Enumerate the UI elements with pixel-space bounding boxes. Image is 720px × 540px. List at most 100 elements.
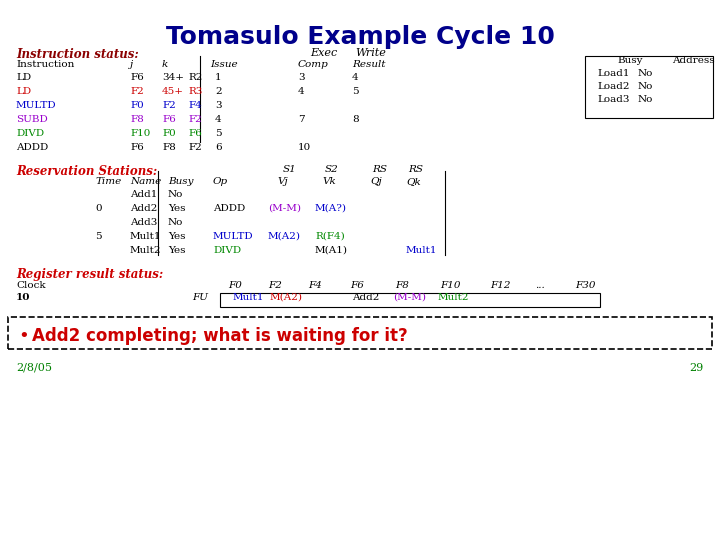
Text: F2: F2 xyxy=(188,115,202,124)
Text: Op: Op xyxy=(213,177,228,186)
Text: 10: 10 xyxy=(16,293,30,302)
Text: Mult2: Mult2 xyxy=(130,246,161,255)
Text: Instruction status:: Instruction status: xyxy=(16,48,139,61)
Text: 45+: 45+ xyxy=(162,87,184,96)
Text: 4: 4 xyxy=(215,115,222,124)
Text: 7: 7 xyxy=(298,115,305,124)
Text: ADDD: ADDD xyxy=(213,204,246,213)
Text: F30: F30 xyxy=(575,281,595,290)
Text: F0: F0 xyxy=(162,129,176,138)
Text: SUBD: SUBD xyxy=(16,115,48,124)
Text: Result: Result xyxy=(352,60,385,69)
Text: 34+: 34+ xyxy=(162,73,184,82)
Text: Add2: Add2 xyxy=(130,204,158,213)
Text: (M-M): (M-M) xyxy=(268,204,301,213)
Text: No: No xyxy=(168,218,184,227)
Text: LD: LD xyxy=(16,87,31,96)
Text: Vk: Vk xyxy=(322,177,336,186)
Text: No: No xyxy=(638,69,653,78)
Text: ...: ... xyxy=(535,281,545,290)
Text: Add1: Add1 xyxy=(130,190,158,199)
Text: 4: 4 xyxy=(352,73,359,82)
Text: F0: F0 xyxy=(130,101,144,110)
Text: 2: 2 xyxy=(215,87,222,96)
Text: Write: Write xyxy=(355,48,386,58)
Text: RS: RS xyxy=(372,165,387,174)
Text: R(F4): R(F4) xyxy=(315,232,345,241)
Bar xyxy=(8,317,712,349)
Text: Load3: Load3 xyxy=(597,95,629,104)
Text: 3: 3 xyxy=(298,73,305,82)
Text: MULTD: MULTD xyxy=(16,101,57,110)
Text: 2/8/05: 2/8/05 xyxy=(16,363,52,373)
Text: 29: 29 xyxy=(690,363,704,373)
Text: FU: FU xyxy=(192,293,208,302)
Text: Add2 completing; what is waiting for it?: Add2 completing; what is waiting for it? xyxy=(32,327,408,345)
Text: 4: 4 xyxy=(298,87,305,96)
Text: 5: 5 xyxy=(352,87,359,96)
Text: Tomasulo Example Cycle 10: Tomasulo Example Cycle 10 xyxy=(166,25,554,49)
Text: Mult1: Mult1 xyxy=(130,232,161,241)
Text: DIVD: DIVD xyxy=(213,246,241,255)
Text: Yes: Yes xyxy=(168,246,186,255)
Text: Mult1: Mult1 xyxy=(406,246,438,255)
Text: Qj: Qj xyxy=(370,177,382,186)
Text: DIVD: DIVD xyxy=(16,129,44,138)
Text: Address: Address xyxy=(672,56,714,65)
Text: RS: RS xyxy=(408,165,423,174)
Text: F12: F12 xyxy=(490,281,510,290)
Bar xyxy=(585,56,713,118)
Text: 6: 6 xyxy=(215,143,222,152)
Text: S1: S1 xyxy=(283,165,297,174)
Text: F6: F6 xyxy=(188,129,202,138)
Text: F10: F10 xyxy=(130,129,150,138)
Text: M(A1): M(A1) xyxy=(315,246,348,255)
Text: Load1: Load1 xyxy=(597,69,629,78)
Text: Load2: Load2 xyxy=(597,82,629,91)
Text: F4: F4 xyxy=(308,281,322,290)
Text: 5: 5 xyxy=(95,232,102,241)
Text: Busy: Busy xyxy=(617,56,643,65)
Text: Issue: Issue xyxy=(210,60,238,69)
Text: S2: S2 xyxy=(325,165,338,174)
Text: (M-M): (M-M) xyxy=(393,293,426,302)
Text: F4: F4 xyxy=(188,101,202,110)
Text: Mult2: Mult2 xyxy=(438,293,469,302)
Text: Clock: Clock xyxy=(16,281,45,290)
Text: Exec: Exec xyxy=(310,48,337,58)
Text: ADDD: ADDD xyxy=(16,143,48,152)
Text: F6: F6 xyxy=(130,73,144,82)
Text: 0: 0 xyxy=(95,204,102,213)
Text: M(A2): M(A2) xyxy=(268,232,301,241)
Text: F8: F8 xyxy=(395,281,409,290)
Text: F10: F10 xyxy=(440,281,461,290)
Text: F2: F2 xyxy=(188,143,202,152)
Text: 8: 8 xyxy=(352,115,359,124)
Text: Register result status:: Register result status: xyxy=(16,268,163,281)
Text: j: j xyxy=(130,60,133,69)
Bar xyxy=(220,293,600,307)
Text: Add3: Add3 xyxy=(130,218,158,227)
Text: LD: LD xyxy=(16,73,31,82)
Text: F8: F8 xyxy=(162,143,176,152)
Text: MULTD: MULTD xyxy=(213,232,253,241)
Text: Time: Time xyxy=(95,177,121,186)
Text: 5: 5 xyxy=(215,129,222,138)
Text: 10: 10 xyxy=(298,143,311,152)
Text: Instruction: Instruction xyxy=(16,60,74,69)
Text: Qk: Qk xyxy=(406,177,420,186)
Text: Yes: Yes xyxy=(168,204,186,213)
Text: No: No xyxy=(638,82,653,91)
Text: F2: F2 xyxy=(162,101,176,110)
Text: Yes: Yes xyxy=(168,232,186,241)
Text: Reservation Stations:: Reservation Stations: xyxy=(16,165,157,178)
Text: Comp: Comp xyxy=(298,60,329,69)
Text: F0: F0 xyxy=(228,281,242,290)
Text: 1: 1 xyxy=(215,73,222,82)
Text: F6: F6 xyxy=(130,143,144,152)
Text: Name: Name xyxy=(130,177,161,186)
Text: F6: F6 xyxy=(350,281,364,290)
Text: k: k xyxy=(162,60,168,69)
Text: R2: R2 xyxy=(188,73,202,82)
Text: No: No xyxy=(168,190,184,199)
